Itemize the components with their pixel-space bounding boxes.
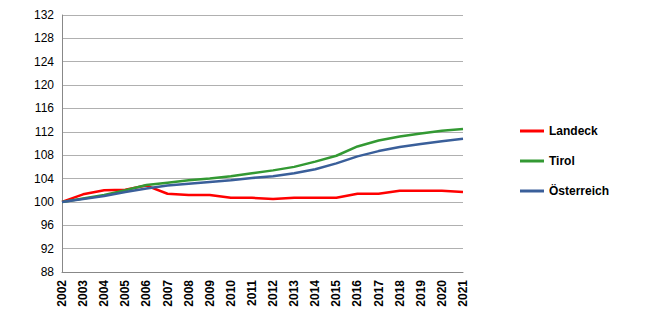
svg-text:128: 128 xyxy=(34,31,54,45)
svg-text:2015: 2015 xyxy=(329,280,343,307)
svg-text:2014: 2014 xyxy=(308,280,322,307)
svg-text:2013: 2013 xyxy=(287,280,301,307)
svg-text:2016: 2016 xyxy=(350,280,364,307)
svg-text:2003: 2003 xyxy=(76,280,90,307)
svg-text:2017: 2017 xyxy=(372,280,386,307)
svg-text:2004: 2004 xyxy=(97,280,111,307)
svg-text:112: 112 xyxy=(35,125,54,139)
svg-text:100: 100 xyxy=(34,195,54,209)
svg-text:Tirol: Tirol xyxy=(549,154,575,168)
svg-text:96: 96 xyxy=(41,218,55,232)
svg-text:116: 116 xyxy=(35,101,54,115)
svg-text:2006: 2006 xyxy=(139,280,153,307)
svg-text:2020: 2020 xyxy=(435,280,449,307)
svg-text:124: 124 xyxy=(34,55,54,69)
svg-text:2009: 2009 xyxy=(203,280,217,307)
svg-text:2019: 2019 xyxy=(414,280,428,307)
svg-text:88: 88 xyxy=(41,265,55,279)
svg-text:2002: 2002 xyxy=(55,280,69,307)
svg-text:Landeck: Landeck xyxy=(549,124,598,138)
svg-text:2011: 2011 xyxy=(245,280,259,306)
svg-text:Österreich: Österreich xyxy=(549,183,609,198)
svg-text:2008: 2008 xyxy=(182,280,196,307)
svg-text:132: 132 xyxy=(34,8,54,22)
svg-text:2018: 2018 xyxy=(393,280,407,307)
svg-text:104: 104 xyxy=(34,172,54,186)
svg-text:92: 92 xyxy=(41,242,55,256)
svg-text:2021: 2021 xyxy=(456,280,470,307)
svg-text:2012: 2012 xyxy=(266,280,280,307)
svg-text:2010: 2010 xyxy=(224,280,238,307)
svg-text:108: 108 xyxy=(34,148,54,162)
svg-text:2007: 2007 xyxy=(161,280,175,307)
svg-text:120: 120 xyxy=(34,78,54,92)
svg-text:2005: 2005 xyxy=(118,280,132,307)
